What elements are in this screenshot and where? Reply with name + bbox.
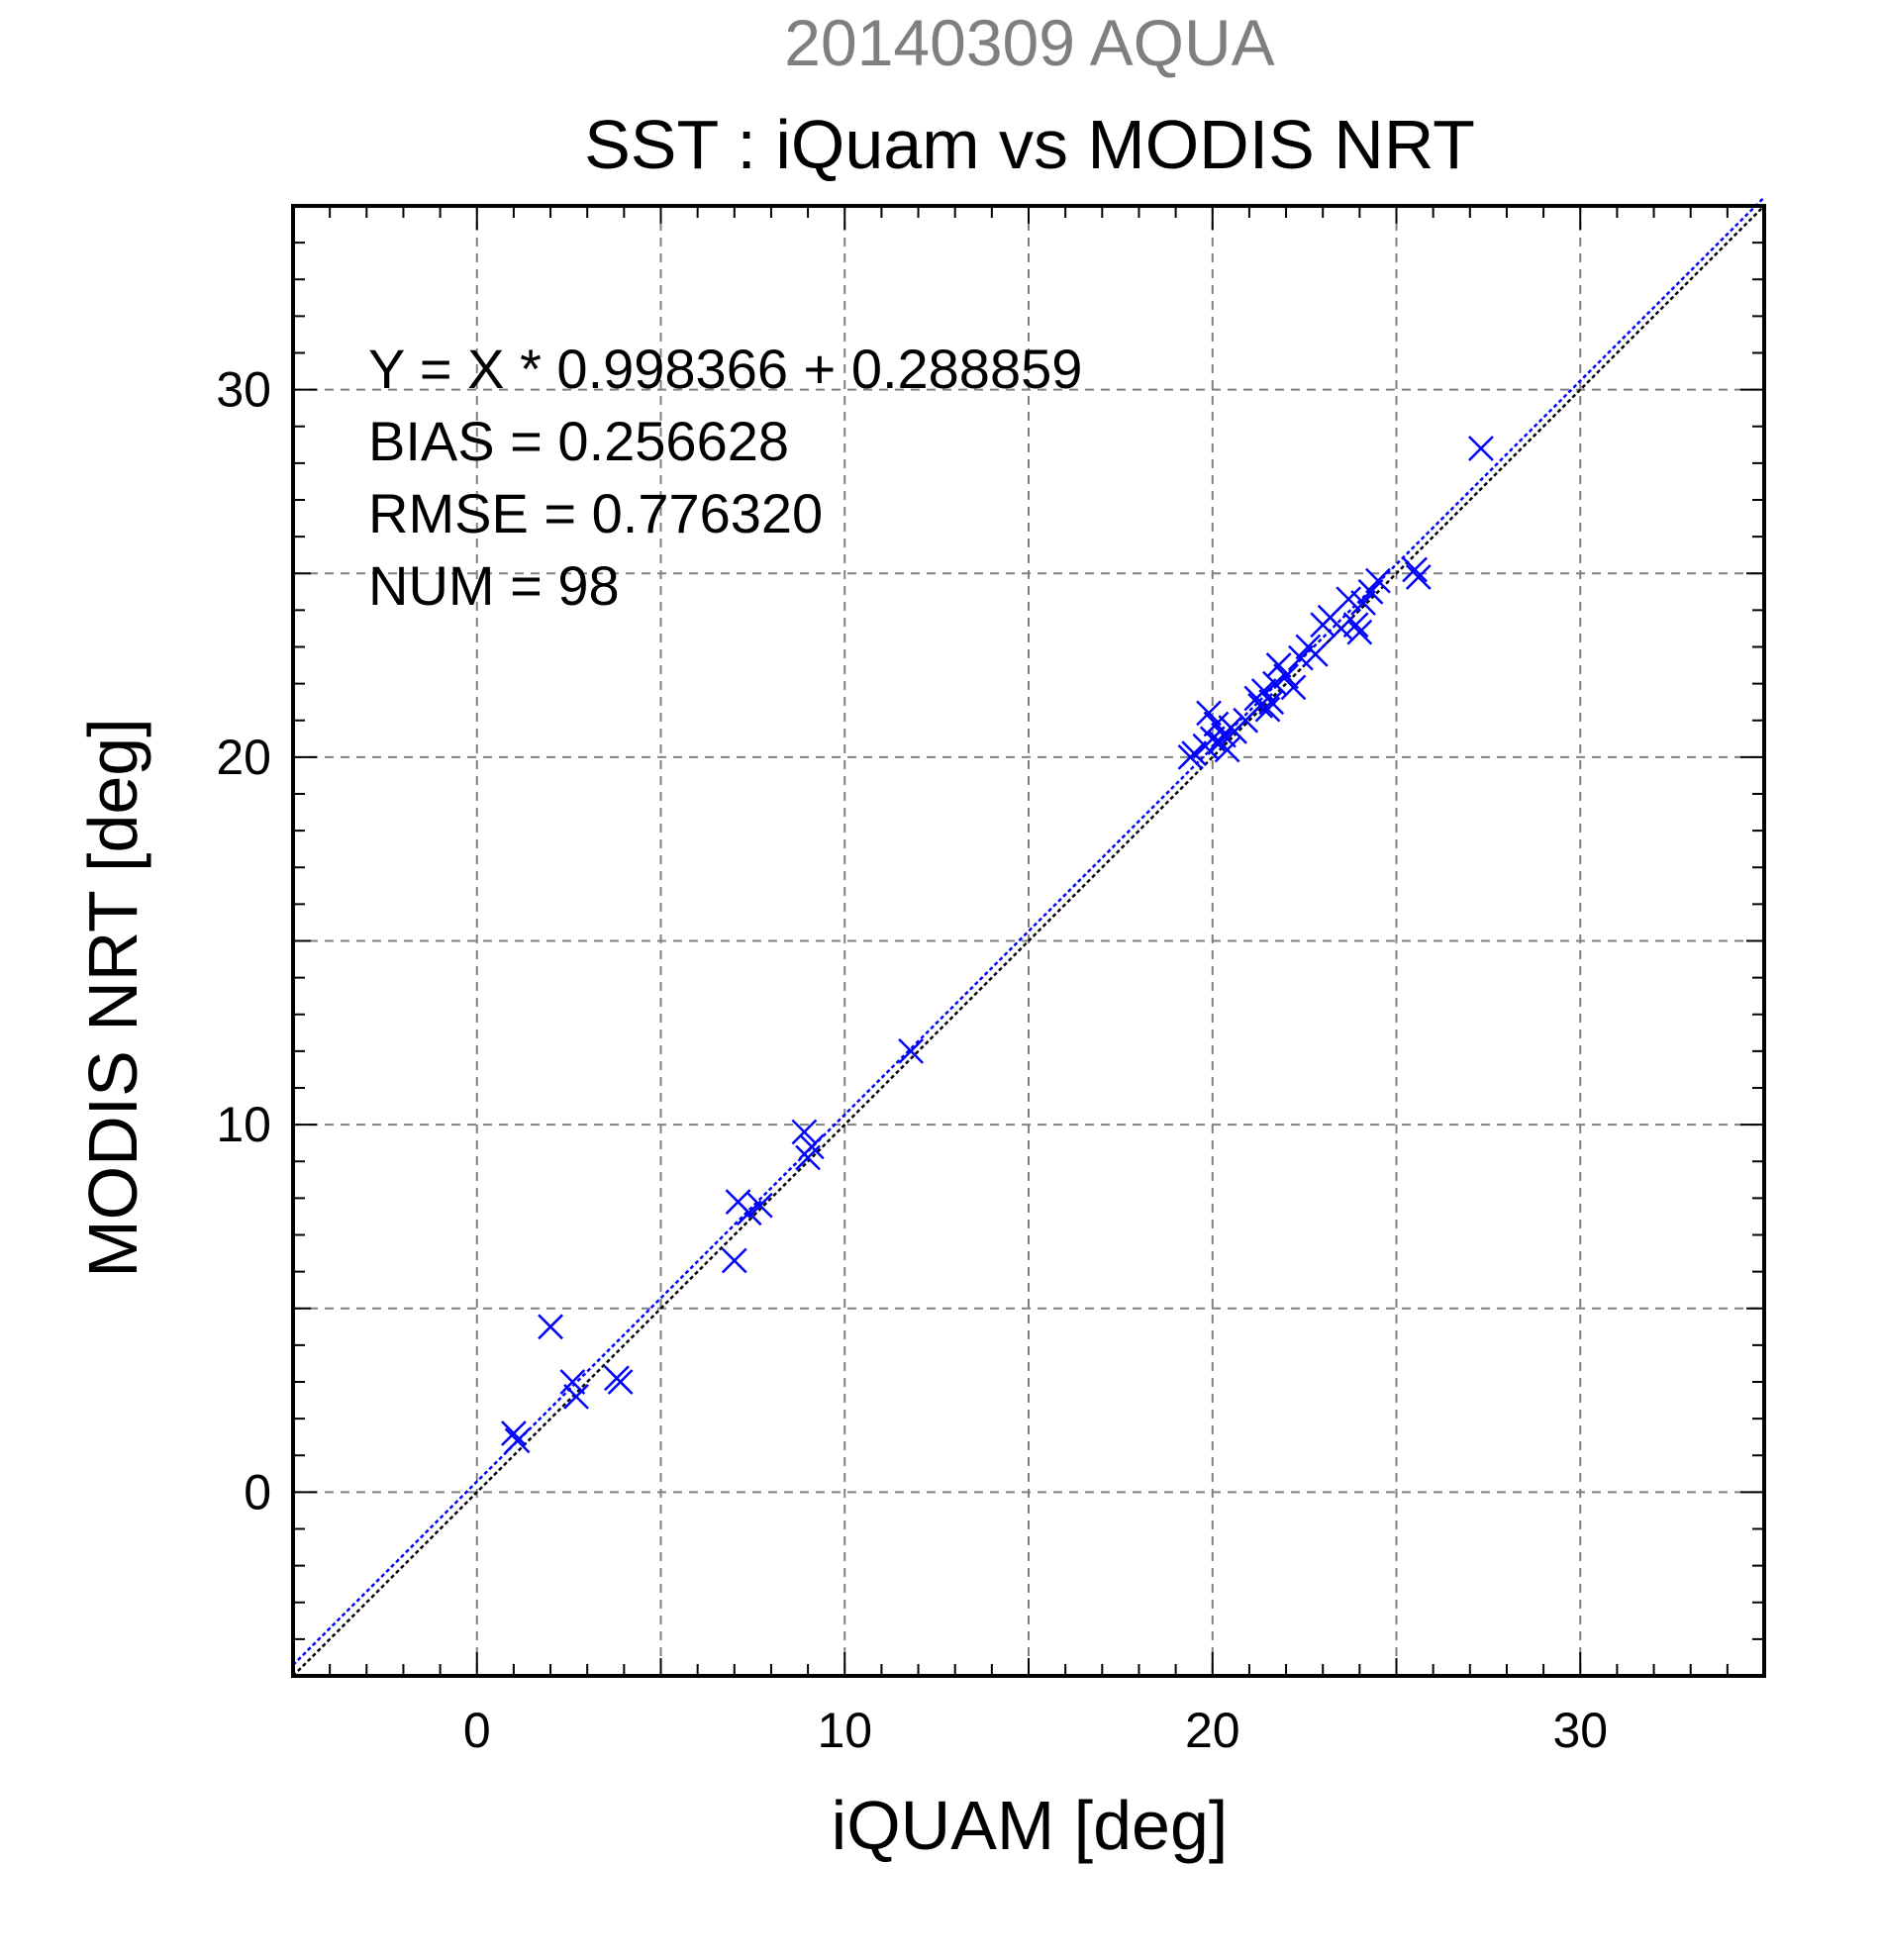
data-point-stroke [1405,564,1432,590]
fit-equation-text: Y = X * 0.998366 + 0.288859 [368,338,1082,400]
bias-text: BIAS = 0.256628 [368,410,789,472]
num-text: NUM = 98 [368,554,620,617]
data-point [559,1369,586,1395]
x-axis-label: iQUAM [deg] [832,1787,1229,1864]
grid-lines [293,206,1764,1676]
data-point [1336,586,1362,613]
data-point [607,1369,634,1395]
data-point-stroke [607,1369,634,1395]
y-tick-label: 20 [216,730,271,785]
data-points [501,436,1494,1454]
data-point [791,1119,818,1145]
data-point-stroke [1181,740,1208,767]
x-tick-label: 10 [817,1703,872,1758]
data-point-stroke [1265,652,1292,678]
data-point [1342,612,1369,638]
y-tick-label: 30 [216,362,271,418]
data-point [538,1314,563,1340]
data-point-stroke [1302,641,1329,667]
data-point-stroke [1468,436,1494,461]
data-point [1357,578,1384,605]
data-point-stroke [1342,612,1369,638]
data-point-stroke [736,1200,762,1226]
data-point [1346,619,1373,645]
data-point [1262,670,1288,697]
x-tick-label: 30 [1552,1703,1608,1758]
data-point [1280,674,1307,701]
one-to-one-line [292,205,1765,1677]
data-point-stroke [1258,689,1285,716]
data-point-stroke [1254,696,1281,723]
data-point [563,1383,589,1410]
data-point [736,1200,762,1226]
data-point [504,1427,531,1454]
data-point-stroke [746,1192,773,1219]
data-point-stroke [563,1383,589,1410]
data-point [1273,663,1299,690]
data-point-stroke [504,1427,531,1454]
x-tick-label: 20 [1185,1703,1240,1758]
data-point [1365,567,1391,594]
data-point-stroke [1402,556,1428,583]
y-tick-label: 0 [244,1464,271,1519]
data-point [1181,740,1208,767]
data-point-stroke [559,1369,586,1395]
data-point-stroke [1196,700,1222,727]
data-point [1402,556,1428,583]
chart-title: SST : iQuam vs MODIS NRT [584,106,1475,183]
data-point [1405,564,1432,590]
data-point-stroke [1357,578,1384,605]
data-point [1468,436,1494,461]
data-point-stroke [1280,674,1307,701]
data-point-stroke [1346,619,1373,645]
data-point-stroke [721,1247,747,1274]
y-tick-label: 10 [216,1097,271,1152]
data-point-stroke [1350,590,1376,616]
regression-lines [292,196,1765,1677]
plot-frame [291,204,1766,1678]
data-point-stroke [538,1314,563,1340]
data-point [501,1421,527,1446]
data-point [1288,644,1314,671]
data-point-stroke [798,1133,825,1160]
y-axis-label: MODIS NRT [deg] [74,718,151,1277]
data-point-stroke [501,1421,527,1446]
data-point [798,1133,825,1160]
data-point [898,1037,925,1064]
data-point [746,1192,773,1219]
data-point-stroke [1288,644,1314,671]
data-point [1350,590,1376,616]
chart-supertitle: 20140309 AQUA [784,6,1274,79]
data-point-stroke [791,1119,818,1145]
data-point-stroke [1214,736,1240,763]
data-point-stroke [1365,567,1391,594]
data-point-stroke [1336,586,1362,613]
x-tick-label: 0 [463,1703,491,1758]
data-point-stroke [1273,663,1299,690]
data-point [721,1247,747,1274]
rmse-text: RMSE = 0.776320 [368,482,823,544]
data-point [1254,696,1281,723]
data-point [1214,736,1240,763]
tick-labels: 0 0 10 10 20 20 30 30 [216,362,1608,1758]
data-point [1265,652,1292,678]
data-point [1302,641,1329,667]
data-point-stroke [898,1037,925,1064]
data-point [1196,700,1222,727]
